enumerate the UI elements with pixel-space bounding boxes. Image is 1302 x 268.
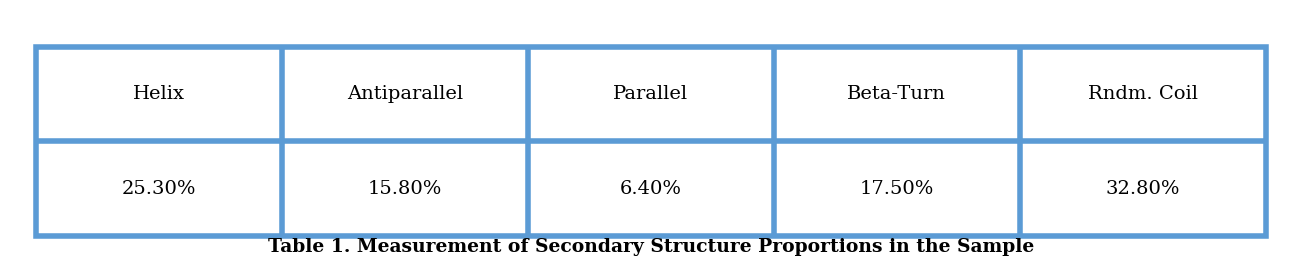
Text: 17.50%: 17.50% [859, 180, 934, 198]
Text: 15.80%: 15.80% [368, 180, 443, 198]
Text: Rndm. Coil: Rndm. Coil [1087, 85, 1198, 103]
Text: Helix: Helix [133, 85, 185, 103]
Text: 32.80%: 32.80% [1105, 180, 1180, 198]
Text: 6.40%: 6.40% [620, 180, 682, 198]
Text: 25.30%: 25.30% [122, 180, 197, 198]
Text: Antiparallel: Antiparallel [348, 85, 464, 103]
Text: Parallel: Parallel [613, 85, 689, 103]
Text: Table 1. Measurement of Secondary Structure Proportions in the Sample: Table 1. Measurement of Secondary Struct… [268, 238, 1034, 256]
Bar [36, 47, 1266, 236]
Text: Beta-Turn: Beta-Turn [848, 85, 947, 103]
